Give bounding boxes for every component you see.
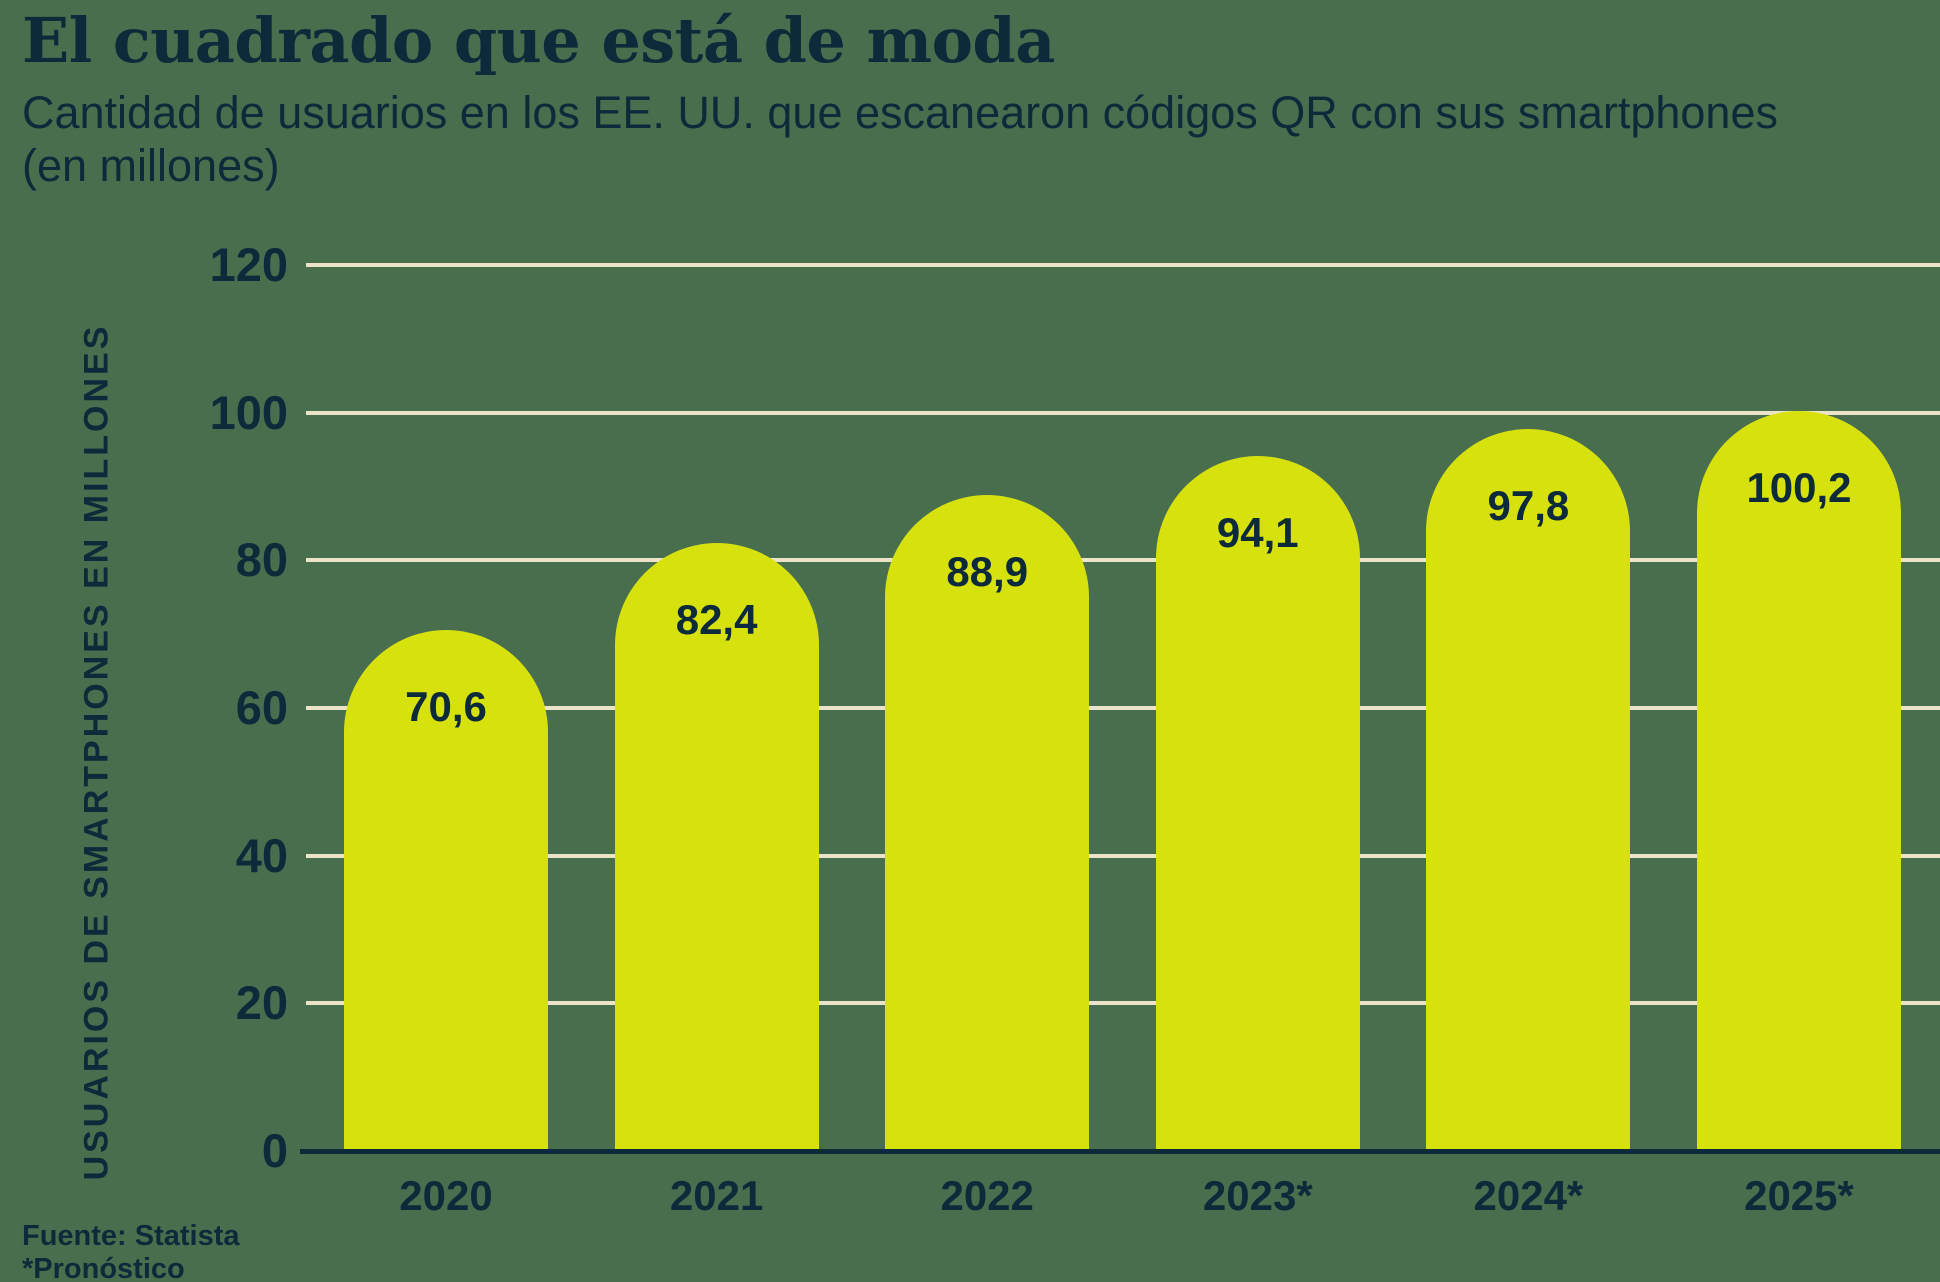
gridline-120 xyxy=(306,263,1940,267)
gridline-80 xyxy=(306,558,1940,563)
bar-value-label-2023*: 94,1 xyxy=(1216,509,1299,557)
chart-subtitle: Cantidad de usuarios en los EE. UU. que … xyxy=(22,86,1932,192)
y-tick-label-60: 60 xyxy=(235,681,288,734)
gridline-20 xyxy=(306,1001,1940,1006)
bar-value-label-2025*: 100,2 xyxy=(1746,464,1852,512)
gridline-100 xyxy=(306,410,1940,415)
chart-subtitle-line1: Cantidad de usuarios en los EE. UU. que … xyxy=(22,87,1778,138)
y-tick-label-120: 120 xyxy=(209,238,288,291)
y-tick-label-80: 80 xyxy=(235,533,288,587)
y-tick-label-40: 40 xyxy=(235,828,288,882)
gridline-40 xyxy=(306,853,1940,858)
bar-2021 xyxy=(614,542,819,1153)
x-tick-label-2021: 2021 xyxy=(669,1172,764,1219)
gridline-60 xyxy=(306,706,1940,710)
x-tick-label-2025*: 2025* xyxy=(1744,1172,1854,1219)
source-block: Fuente: Statista *Pronóstico xyxy=(22,1220,240,1282)
y-tick-label-100: 100 xyxy=(209,385,288,439)
chart-subtitle-line2: (en millones) xyxy=(22,140,280,191)
bar-value-label-2024*: 97,8 xyxy=(1487,481,1570,529)
bar-value-label-2022: 88,9 xyxy=(946,547,1029,595)
y-tick-label-20: 20 xyxy=(235,976,288,1030)
source-note: Fuente: Statista xyxy=(22,1220,240,1252)
x-tick-label-2020: 2020 xyxy=(399,1172,493,1219)
bar-2020 xyxy=(344,629,548,1153)
bar-2025* xyxy=(1697,411,1901,1153)
forecast-note: *Pronóstico xyxy=(22,1253,185,1282)
bar-2024* xyxy=(1426,428,1631,1153)
bar-2023* xyxy=(1155,456,1360,1153)
y-tick-label-0: 0 xyxy=(261,1124,288,1177)
x-axis-line xyxy=(300,1149,1940,1154)
chart-title: El cuadrado que está de moda xyxy=(22,4,1055,77)
bar-value-label-2021: 82,4 xyxy=(675,595,758,643)
bar-value-label-2020: 70,6 xyxy=(405,682,487,730)
x-tick-label-2022: 2022 xyxy=(940,1172,1034,1219)
x-tick-label-2024*: 2024* xyxy=(1473,1172,1584,1219)
bar-2022 xyxy=(885,494,1090,1153)
x-tick-label-2023*: 2023* xyxy=(1202,1172,1313,1219)
